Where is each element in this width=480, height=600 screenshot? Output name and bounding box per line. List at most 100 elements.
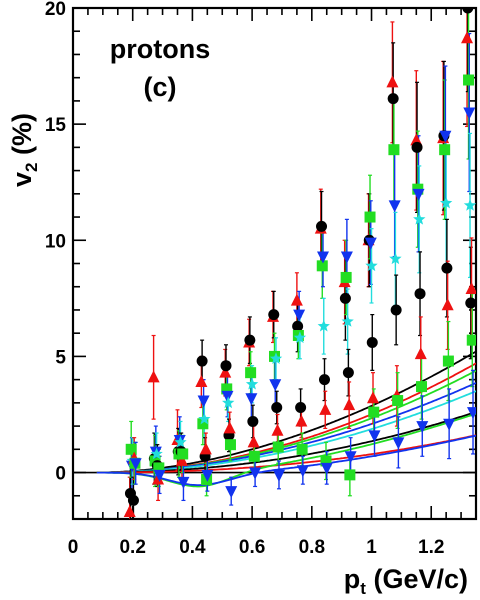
data-point <box>439 144 451 156</box>
data-point <box>248 450 260 462</box>
data-point <box>195 374 208 387</box>
data-point <box>388 200 401 213</box>
data-point <box>271 423 284 436</box>
data-point <box>296 443 308 455</box>
x-axis-label-sub: t <box>360 579 366 598</box>
data-point <box>343 398 356 411</box>
data-point <box>123 505 136 518</box>
x-tick-label: 1.2 <box>418 537 444 558</box>
x-axis-label: pt (GeV/c) <box>344 564 468 598</box>
x-tick-label: 0 <box>68 537 79 558</box>
data-point <box>175 453 188 466</box>
data-point <box>390 304 402 316</box>
data-point <box>463 107 476 120</box>
data-point <box>177 476 190 489</box>
data-point <box>389 252 402 265</box>
data-point <box>125 443 137 455</box>
data-point <box>221 383 233 395</box>
data-point <box>150 447 163 460</box>
data-point <box>364 211 376 223</box>
x-tick-label: 0.2 <box>119 537 145 558</box>
data-points <box>123 8 476 518</box>
data-point <box>439 130 452 143</box>
data-point <box>440 196 453 209</box>
data-point <box>295 402 307 414</box>
data-point <box>411 141 423 153</box>
data-point <box>441 262 453 274</box>
y-tick-label: 10 <box>45 231 66 252</box>
data-point <box>296 465 309 478</box>
data-point <box>219 365 232 378</box>
data-point <box>367 391 380 404</box>
data-point <box>416 421 429 434</box>
data-point <box>224 439 236 451</box>
data-point <box>196 355 208 367</box>
data-point <box>416 381 428 393</box>
plot-frame <box>71 6 478 521</box>
x-tick-label: 0.8 <box>299 537 325 558</box>
data-point <box>293 331 307 344</box>
data-point <box>340 251 353 264</box>
data-point <box>462 8 474 14</box>
data-point <box>366 336 378 348</box>
data-point <box>197 418 209 430</box>
data-point <box>463 74 475 86</box>
data-point <box>413 212 426 225</box>
data-point <box>197 395 210 408</box>
data-point <box>222 396 235 409</box>
x-tick-label: 0.4 <box>179 537 206 558</box>
data-point <box>177 448 189 460</box>
data-point <box>247 435 260 448</box>
data-point <box>272 469 285 482</box>
data-point <box>339 292 351 304</box>
data-point <box>221 390 234 403</box>
data-point <box>174 435 187 448</box>
y-axis-label-unit: (%) <box>7 113 37 163</box>
data-point <box>412 188 425 201</box>
data-point <box>320 455 332 467</box>
data-point <box>317 319 330 332</box>
data-point <box>245 393 258 406</box>
data-point <box>247 415 259 427</box>
data-point <box>147 370 160 383</box>
data-point <box>268 309 280 321</box>
y-axis-label: v2 (%) <box>7 113 41 187</box>
data-point <box>467 407 476 420</box>
data-point <box>153 462 165 474</box>
data-point <box>342 367 354 379</box>
data-point <box>244 334 256 346</box>
data-point <box>386 75 399 88</box>
y-axis-label-main: v <box>7 172 37 187</box>
data-point <box>272 441 284 453</box>
data-point <box>271 402 283 414</box>
data-point <box>225 486 238 499</box>
x-tick-label: 0.6 <box>239 537 265 558</box>
data-point <box>245 367 257 379</box>
data-point <box>290 293 303 306</box>
data-point <box>127 494 139 506</box>
y-tick-label: 0 <box>55 464 66 485</box>
data-point <box>392 395 404 407</box>
data-point <box>368 430 381 443</box>
data-point <box>365 259 378 272</box>
data-point <box>463 198 476 211</box>
data-point <box>198 412 211 425</box>
data-point <box>442 355 454 367</box>
data-point <box>368 406 380 418</box>
data-point <box>201 469 214 482</box>
data-point <box>319 402 332 415</box>
data-point <box>414 347 427 360</box>
data-point <box>466 334 476 346</box>
data-point <box>387 93 399 105</box>
data-point <box>443 418 456 431</box>
data-point <box>295 414 308 427</box>
data-point <box>293 309 306 322</box>
data-point <box>223 421 236 434</box>
data-point <box>414 288 426 300</box>
data-point <box>441 298 454 311</box>
data-point <box>344 469 356 481</box>
data-point <box>316 260 328 272</box>
x-axis-label-main: p <box>344 564 361 594</box>
data-point <box>199 442 212 455</box>
